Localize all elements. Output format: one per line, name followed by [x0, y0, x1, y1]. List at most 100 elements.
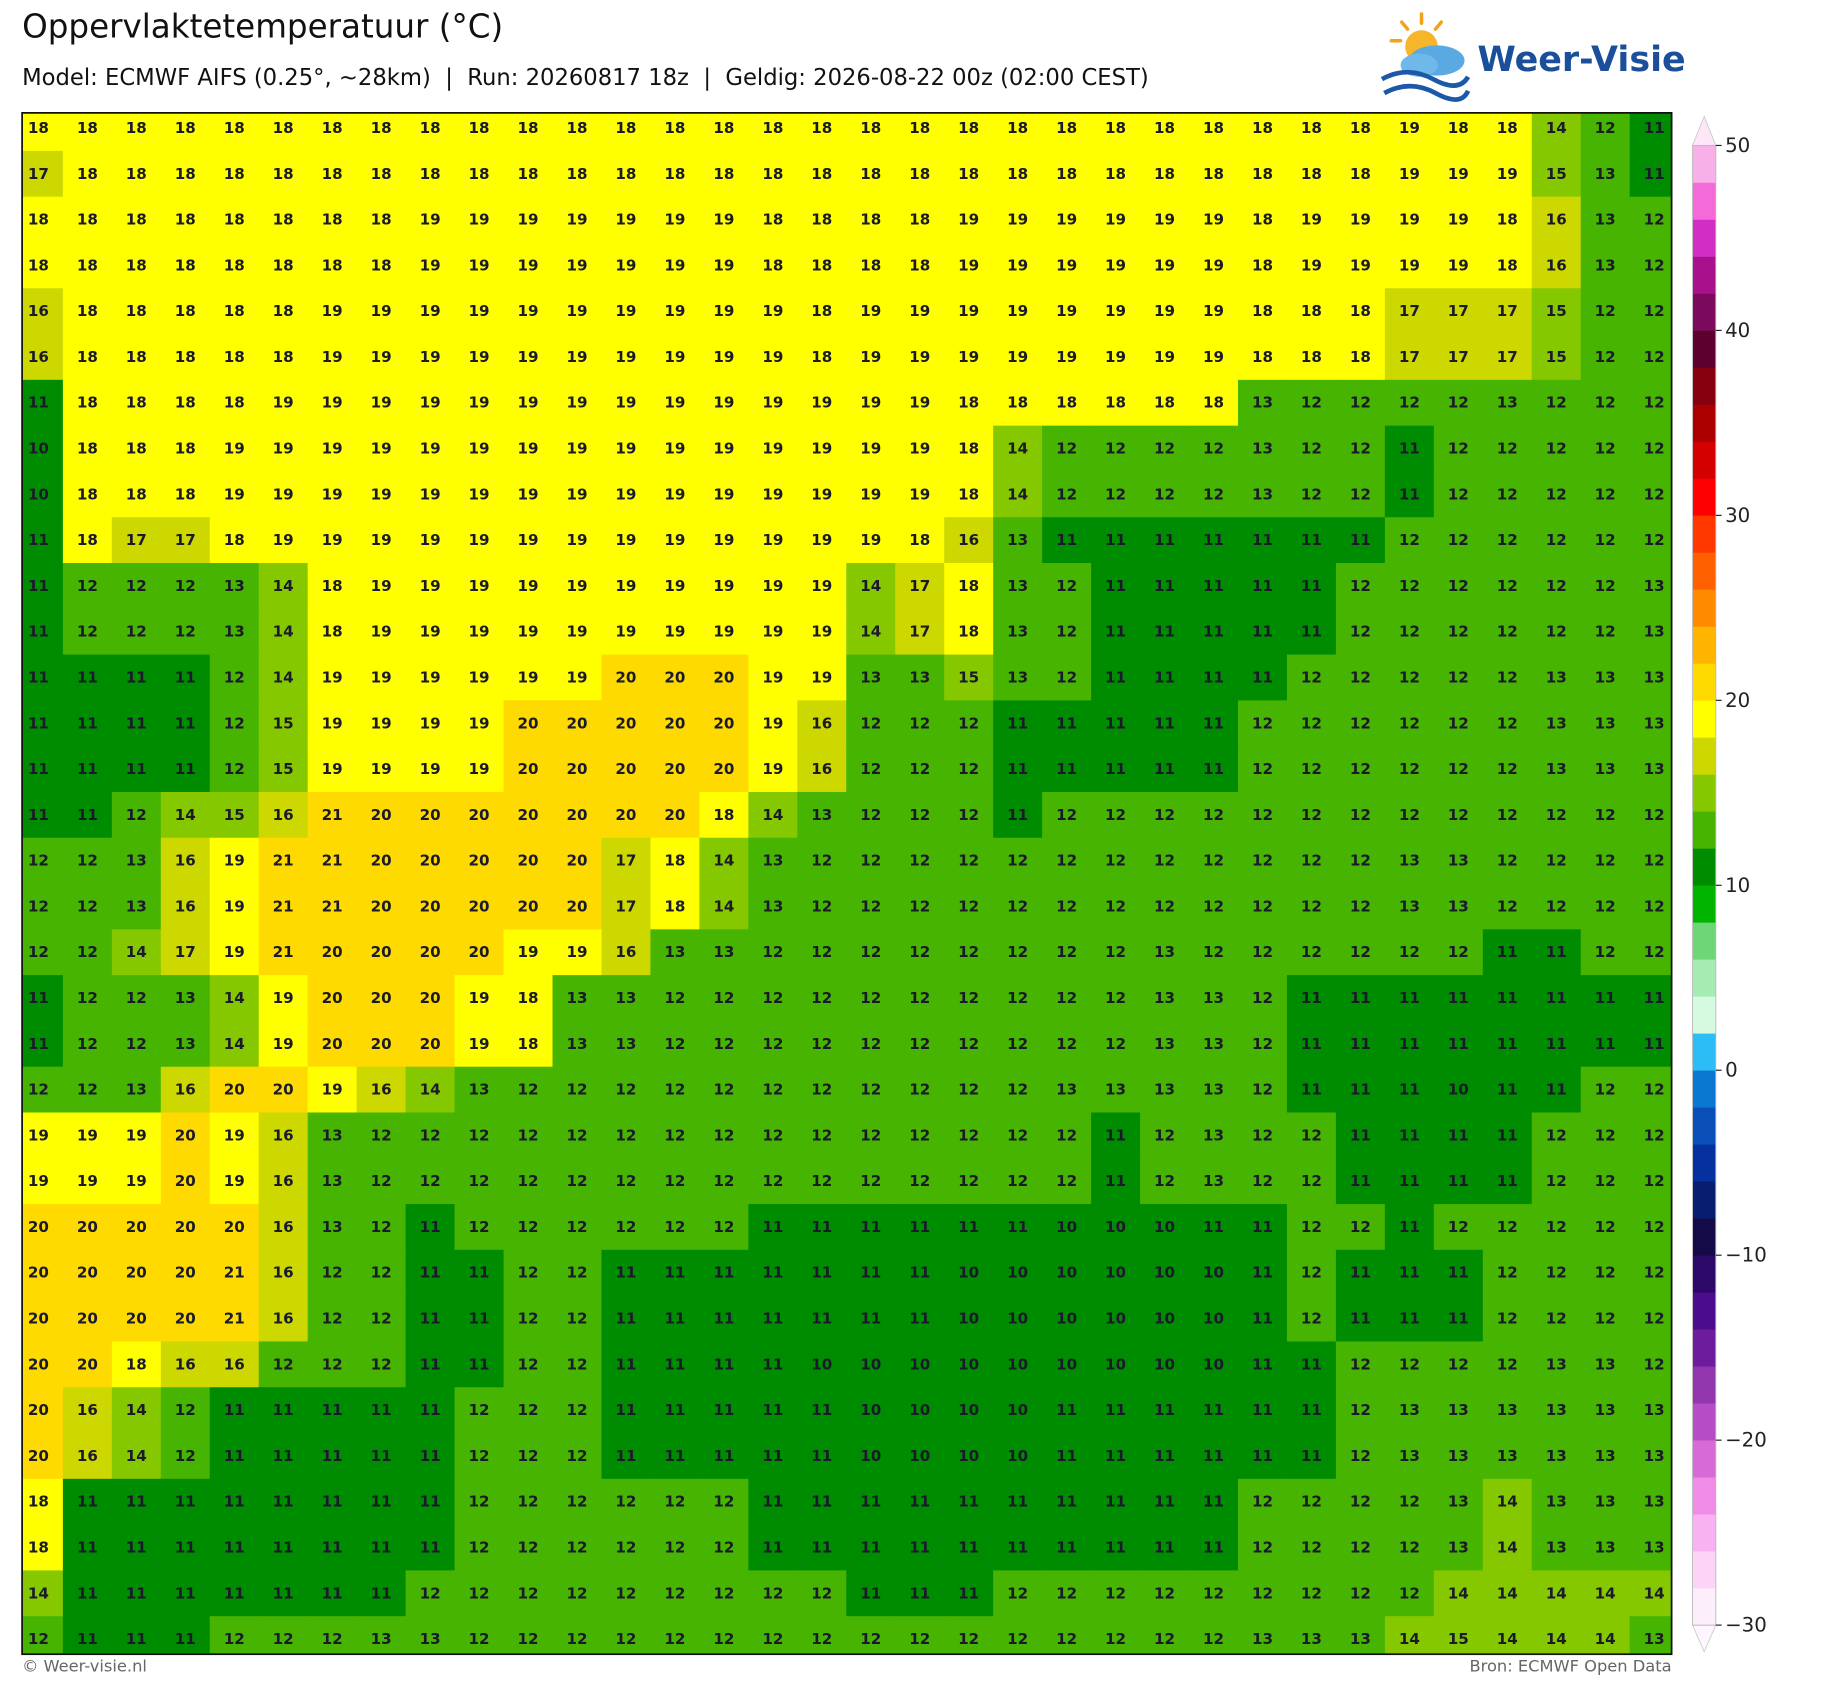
temperature-cell: [748, 837, 799, 885]
temperature-label: 11: [762, 1310, 783, 1328]
temperature-cell: [1237, 654, 1288, 702]
temperature-cell: [797, 1158, 847, 1205]
temperature-label: 11: [469, 1264, 490, 1282]
temperature-cell: [797, 150, 847, 198]
temperature-label: 12: [175, 623, 196, 641]
temperature-cell: [846, 1478, 896, 1526]
temperature-cell: [993, 1616, 1043, 1655]
temperature-cell: [552, 379, 603, 427]
temperature-label: 19: [371, 623, 392, 641]
temperature-cell: [1629, 700, 1672, 747]
temperature-label: 11: [615, 1401, 636, 1419]
temperature-cell: [797, 1478, 847, 1526]
temperature-label: 13: [1644, 1539, 1665, 1557]
temperature-label: 12: [566, 1401, 587, 1419]
temperature-label: 14: [273, 577, 294, 595]
temperature-label: 19: [518, 256, 539, 274]
temperature-label: 18: [224, 119, 245, 137]
temperature-cell: [846, 746, 896, 793]
temperature-cell: [1433, 883, 1484, 931]
temperature-label: 14: [1497, 1539, 1518, 1557]
temperature-cell: [552, 1478, 603, 1526]
temperature-cell: [699, 1066, 750, 1114]
temperature-label: 12: [1595, 897, 1616, 915]
temperature-label: 18: [615, 119, 636, 137]
temperature-cell: [699, 975, 750, 1022]
temperature-label: 11: [1399, 440, 1420, 458]
temperature-label: 19: [860, 485, 881, 503]
temperature-cell: [356, 883, 407, 931]
temperature-label: 19: [1056, 302, 1077, 320]
temperature-cell: [1286, 196, 1337, 244]
temperature-cell: [650, 1387, 701, 1434]
temperature-cell: [503, 1570, 554, 1617]
temperature-cell: [552, 112, 603, 152]
temperature-label: 19: [469, 348, 490, 366]
temperature-label: 16: [811, 714, 832, 732]
temperature-cell: [307, 563, 358, 610]
temperature-cell: [1091, 837, 1141, 885]
temperature-label: 19: [126, 1126, 147, 1144]
temperature-cell: [1335, 1066, 1386, 1114]
temperature-label: 17: [909, 577, 930, 595]
temperature-cell: [895, 334, 945, 381]
temperature-label: 11: [1448, 1126, 1469, 1144]
temperature-label: 12: [1497, 1355, 1518, 1373]
temperature-label: 19: [1154, 256, 1175, 274]
temperature-label: 19: [371, 531, 392, 549]
temperature-label: 13: [1546, 714, 1567, 732]
temperature-label: 18: [371, 119, 392, 137]
temperature-label: 12: [860, 1035, 881, 1053]
temperature-label: 10: [1105, 1310, 1126, 1328]
temperature-label: 20: [664, 668, 685, 686]
temperature-label: 12: [126, 989, 147, 1007]
temperature-label: 19: [1399, 165, 1420, 183]
temperature-label: 15: [958, 668, 979, 686]
temperature-cell: [1237, 1020, 1288, 1068]
temperature-cell: [1335, 837, 1386, 885]
temperature-label: 12: [1252, 760, 1273, 778]
temperature-cell: [1433, 791, 1484, 839]
temperature-label: 20: [420, 897, 441, 915]
temperature-cell: [22, 196, 64, 244]
temperature-cell: [1140, 654, 1190, 702]
temperature-cell: [160, 1158, 211, 1205]
temperature-label: 11: [1399, 485, 1420, 503]
temperature-cell: [699, 112, 750, 152]
temperature-cell: [356, 746, 407, 793]
temperature-label: 12: [1252, 1081, 1273, 1099]
temperature-cell: [1140, 883, 1190, 931]
temperature-label: 18: [1105, 119, 1126, 137]
temperature-label: 12: [1301, 760, 1322, 778]
temperature-label: 13: [126, 852, 147, 870]
temperature-label: 12: [664, 1584, 685, 1602]
temperature-label: 18: [762, 211, 783, 229]
temperature-cell: [454, 1204, 505, 1251]
temperature-cell: [601, 608, 652, 656]
temperature-cell: [503, 425, 554, 473]
temperature-cell: [1580, 1524, 1631, 1572]
temperature-cell: [944, 1341, 994, 1388]
temperature-label: 12: [566, 1172, 587, 1190]
temperature-cell: [699, 1478, 750, 1526]
temperature-cell: [748, 975, 799, 1022]
temperature-label: 13: [1497, 394, 1518, 412]
temperature-label: 14: [126, 1447, 147, 1465]
temperature-cell: [405, 1478, 456, 1526]
temperature-cell: [1237, 1433, 1288, 1480]
temperature-label: 12: [1546, 1310, 1567, 1328]
temperature-cell: [1433, 654, 1484, 702]
temperature-label: 19: [664, 211, 685, 229]
temperature-label: 19: [469, 394, 490, 412]
temperature-cell: [405, 1433, 456, 1480]
temperature-label: 14: [224, 1035, 245, 1053]
temperature-label: 19: [518, 668, 539, 686]
temperature-cell: [1384, 837, 1435, 885]
temperature-label: 19: [566, 211, 587, 229]
temperature-cell: [552, 334, 603, 381]
temperature-cell: [62, 883, 113, 931]
temperature-label: 20: [175, 1218, 196, 1236]
temperature-label: 12: [1546, 577, 1567, 595]
temperature-cell: [111, 929, 162, 976]
temperature-cell: [209, 242, 260, 289]
